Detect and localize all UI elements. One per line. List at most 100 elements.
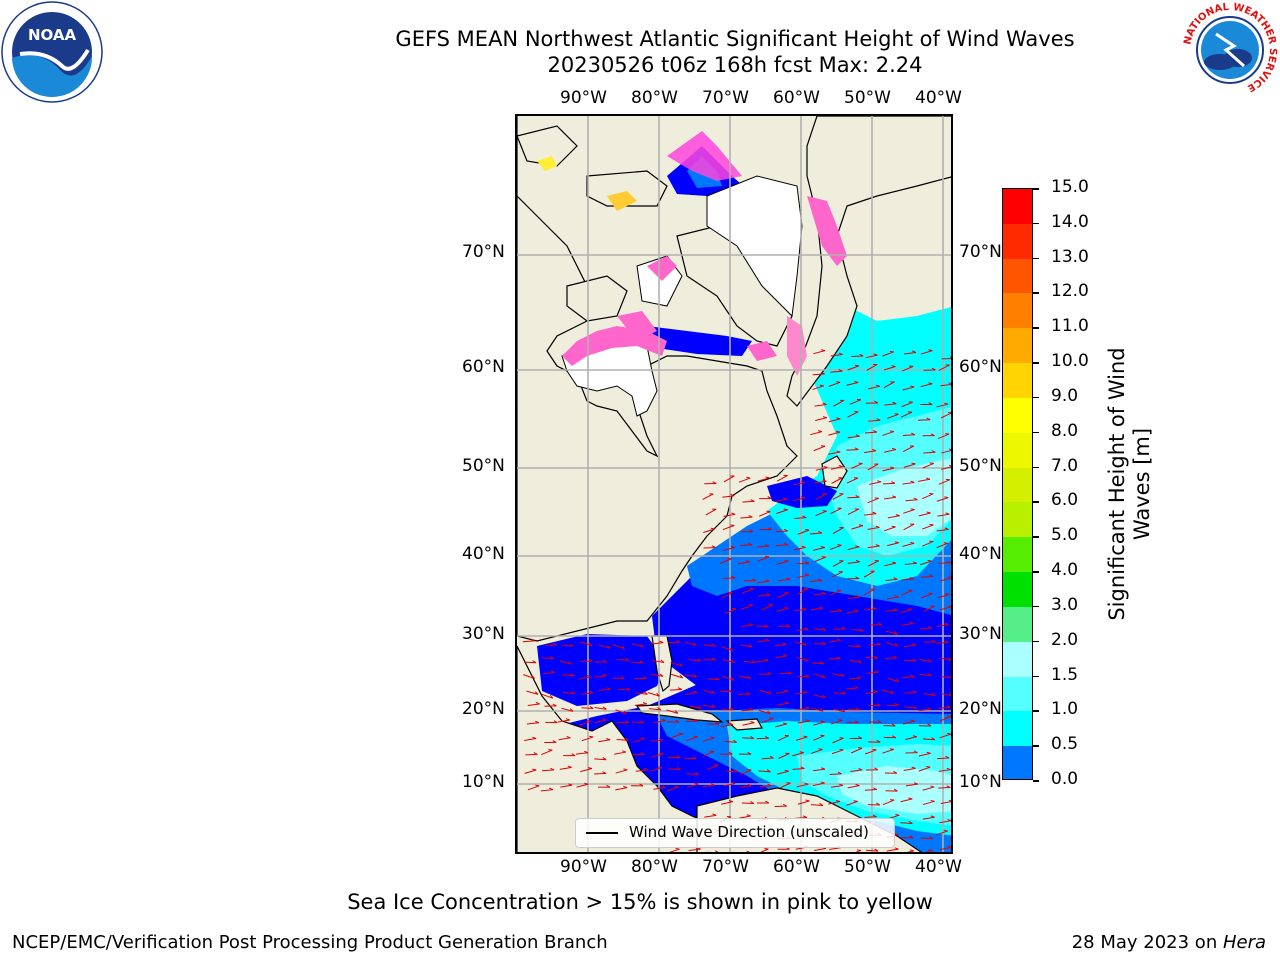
wave-arrow [936, 497, 949, 502]
wave-arrow [918, 478, 931, 482]
wave-arrow-head [799, 751, 804, 754]
wave-arrow [939, 820, 951, 824]
wave-arrow [885, 578, 898, 582]
wave-arrow-head [874, 670, 879, 673]
wave-arrow-head [893, 577, 898, 580]
wave-arrow-head [912, 735, 918, 738]
wave-arrow-head [892, 561, 897, 564]
wave-arrow [847, 435, 860, 439]
wave-arrow [775, 723, 788, 728]
wave-arrow-head [875, 525, 880, 528]
wave-arrow [904, 706, 917, 709]
wave-arrow [922, 816, 935, 820]
wave-arrow-head [875, 384, 880, 387]
wave-arrow-head [946, 560, 951, 564]
wave-arrow-head [838, 369, 843, 372]
wave-arrow [526, 722, 539, 725]
wave-arrow-head [836, 656, 841, 659]
wave-arrow-head [766, 769, 771, 773]
wave-arrow-head [945, 593, 950, 595]
wave-arrow-head [835, 799, 841, 803]
wave-arrow [774, 655, 787, 659]
wave-arrow [905, 499, 918, 502]
wave-arrow-head [602, 757, 607, 761]
colorbar-tick-label: 7.0 [1051, 455, 1079, 476]
wave-arrow [796, 628, 809, 631]
wave-arrow [737, 561, 750, 565]
wave-arrow-head [802, 642, 807, 646]
wave-arrow [758, 770, 771, 773]
wave-arrow [792, 752, 804, 757]
wave-arrow-head [584, 750, 589, 754]
wave-arrow [815, 493, 827, 500]
wave-arrow [703, 528, 715, 533]
wave-arrow [527, 785, 540, 791]
wave-arrow [922, 800, 935, 806]
wave-arrow-head [840, 673, 845, 677]
wave-arrow-head [567, 765, 572, 768]
wave-arrow-head [639, 660, 644, 664]
wave-arrow [936, 528, 949, 532]
wave-arrow-head [823, 465, 828, 468]
wave-arrow [938, 769, 951, 772]
wind-wave-arrows [522, 349, 951, 852]
wave-arrow-head [875, 544, 880, 547]
wave-arrow-head [714, 764, 719, 766]
colorbar-segment [1003, 746, 1032, 779]
wave-arrow-head [750, 721, 755, 724]
wave-arrow-head [642, 676, 647, 679]
wave-arrow [795, 736, 808, 741]
lon-label-bottom: 60°W [773, 857, 820, 877]
wave-arrow-head [625, 657, 630, 661]
colorbar-tickmark [1033, 466, 1039, 469]
wave-arrow [795, 692, 808, 695]
wave-arrow-head [728, 800, 733, 803]
wave-arrow [778, 578, 791, 582]
wave-arrow-head [553, 720, 558, 724]
wave-arrow-head [821, 767, 826, 770]
wave-arrow [688, 848, 701, 852]
wave-arrow-head [910, 508, 915, 511]
wave-arrow [940, 801, 951, 805]
wave-arrow-head [856, 644, 861, 648]
wave-arrow-head [892, 495, 897, 498]
lat-label-left: 10°N [462, 772, 505, 792]
wave-arrow [903, 351, 917, 355]
wave-arrow [941, 676, 951, 679]
wave-arrow-head [858, 767, 863, 771]
lon-label-top: 50°W [844, 88, 891, 108]
wave-arrow [540, 749, 553, 756]
wave-arrow-head [589, 735, 594, 738]
wave-arrow-head [532, 660, 537, 664]
wave-arrow [903, 509, 915, 514]
wave-arrow-head [729, 722, 734, 725]
wave-arrow [814, 556, 826, 562]
wave-arrow [810, 748, 823, 754]
wave-arrow-head [767, 671, 772, 675]
wave-arrow-head [874, 400, 879, 404]
wave-arrow-head [765, 800, 770, 804]
wave-arrow-head [837, 608, 842, 612]
wave-arrow [579, 720, 592, 726]
wave-arrow [867, 463, 879, 471]
wave-arrow [903, 767, 916, 771]
wave-arrow [761, 604, 774, 611]
wave-arrow-head [913, 497, 918, 501]
wave-arrow [793, 497, 806, 502]
wave-arrow-head [929, 574, 934, 578]
wave-arrow [813, 768, 826, 772]
wave-arrow-head [731, 512, 736, 515]
wave-arrow-head [786, 623, 791, 627]
wave-arrow-head [912, 690, 917, 693]
wave-arrow-head [549, 694, 554, 699]
wave-arrow [742, 588, 754, 594]
wave-arrow [938, 479, 951, 485]
wave-arrow-head [913, 750, 918, 754]
wave-arrow-head [836, 638, 842, 641]
wave-arrow [849, 659, 862, 664]
wave-arrow [613, 644, 625, 650]
sea-ice-4 [787, 316, 807, 376]
chart-title: GEFS MEAN Northwest Atlantic Significant… [270, 26, 1200, 78]
wave-arrow [724, 740, 737, 743]
wave-arrow [761, 757, 774, 760]
